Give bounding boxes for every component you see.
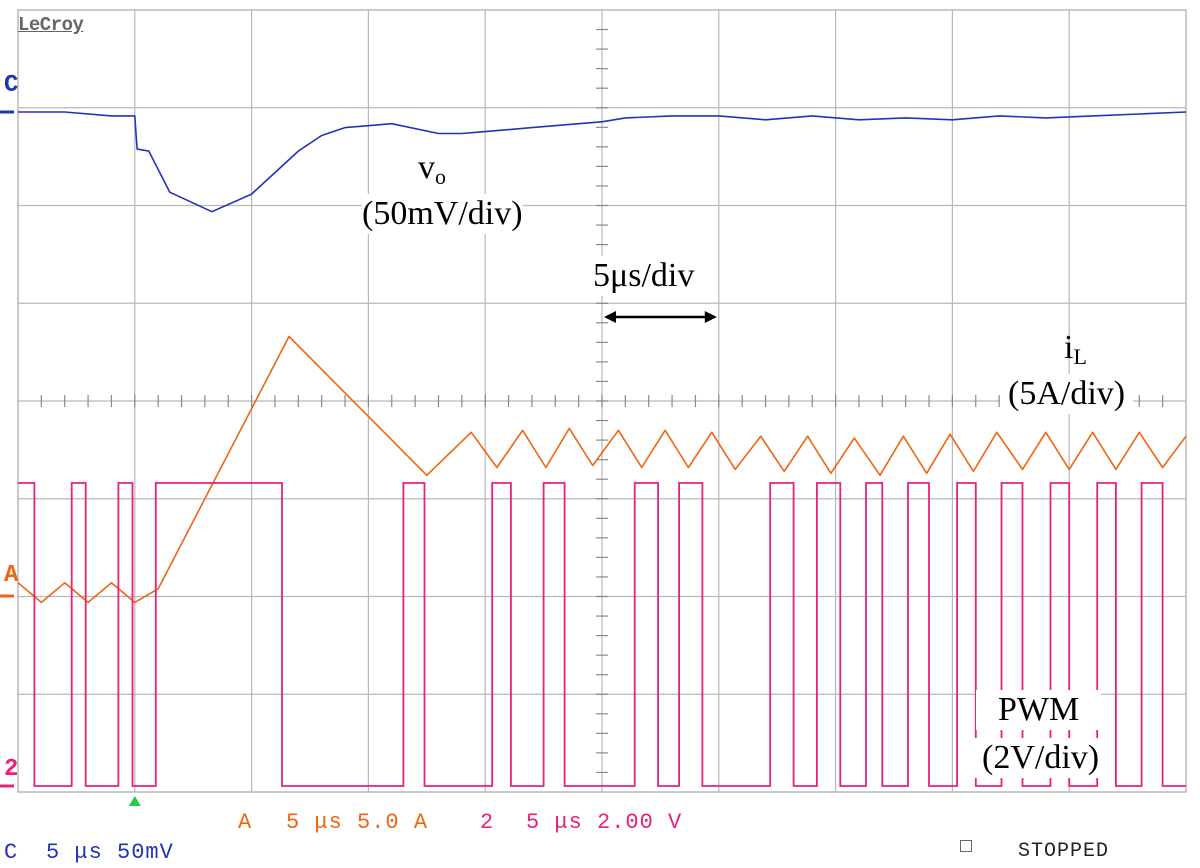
pwm-scale-label: (2V/div) — [972, 738, 1110, 778]
channel-a-status-marker: A — [238, 810, 253, 835]
channel-c-marker: C — [4, 72, 19, 99]
channel-a-settings: 5 μs 5.0 A — [286, 810, 429, 835]
trigger-position-icon — [128, 796, 141, 806]
trace-pwm-line — [18, 482, 1186, 787]
channel-2-marker: 2 — [4, 756, 19, 783]
timebase-label: 5μs/div — [585, 256, 703, 296]
trace-pwm — [18, 482, 1186, 787]
trace-vo — [18, 111, 1187, 213]
channel-2-settings: 5 μs 2.00 V — [526, 810, 683, 835]
vo-scale-label: (50mV/div) — [362, 194, 523, 234]
trace-vo-line — [18, 111, 1187, 213]
arrow-right-icon — [704, 311, 717, 323]
trace-il — [17, 335, 1187, 604]
channel-2-status-marker: 2 — [480, 810, 495, 835]
arrow-left-icon — [604, 311, 616, 323]
brand-logo: LeCroy — [18, 14, 84, 36]
pwm-label: PWM — [976, 690, 1102, 730]
trace-il-line — [17, 335, 1187, 604]
stopped-indicator-icon — [960, 840, 972, 852]
scope-markers — [0, 110, 717, 806]
il-label: iL — [1064, 329, 1087, 369]
il-scale-label: (5A/div) — [1000, 374, 1134, 414]
channel-c-status-marker: C — [4, 840, 19, 865]
acquisition-state: STOPPED — [1018, 840, 1110, 863]
channel-c-settings: 5 μs 50mV — [46, 840, 174, 865]
channel-a-marker: A — [4, 562, 19, 589]
vo-label: vo — [418, 149, 446, 189]
